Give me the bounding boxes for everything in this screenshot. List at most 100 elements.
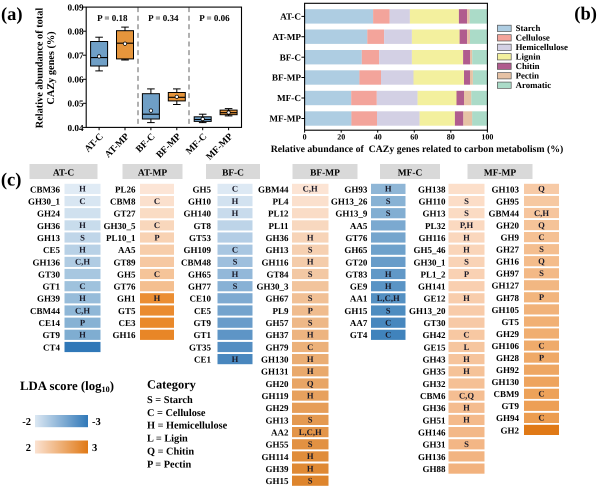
svg-text:40: 40 <box>374 133 382 142</box>
svg-text:S: S <box>308 318 313 328</box>
svg-text:GH24: GH24 <box>37 209 61 219</box>
svg-text:Lignin: Lignin <box>516 52 541 62</box>
svg-text:GH97: GH97 <box>496 269 520 279</box>
svg-text:H: H <box>307 232 314 242</box>
svg-text:C: C <box>154 269 160 279</box>
svg-text:GE15: GE15 <box>423 342 446 352</box>
svg-text:GH13: GH13 <box>265 245 289 255</box>
svg-text:GH28: GH28 <box>496 353 520 363</box>
svg-text:GH5_46: GH5_46 <box>413 245 446 255</box>
svg-text:GH77: GH77 <box>188 282 212 292</box>
svg-text:S: S <box>539 244 544 254</box>
svg-text:GH31: GH31 <box>422 440 446 450</box>
svg-text:GH1: GH1 <box>117 294 136 304</box>
svg-text:CBM9: CBM9 <box>494 389 520 399</box>
svg-text:S: S <box>308 476 313 486</box>
svg-text:PL9: PL9 <box>272 306 289 316</box>
svg-text:GH141: GH141 <box>418 282 446 292</box>
svg-text:CE10: CE10 <box>189 294 211 304</box>
svg-text:GH35: GH35 <box>422 367 446 377</box>
svg-text:S: S <box>539 268 544 278</box>
svg-text:GH130: GH130 <box>261 355 289 365</box>
svg-text:H: H <box>463 354 470 364</box>
svg-text:GT1: GT1 <box>42 282 60 292</box>
svg-text:0: 0 <box>303 133 307 142</box>
svg-text:3: 3 <box>92 443 97 454</box>
svg-text:CBM44: CBM44 <box>30 306 60 316</box>
svg-text:PL10_1: PL10_1 <box>106 233 136 243</box>
svg-text:GH30_1: GH30_1 <box>28 197 61 207</box>
svg-text:GH20: GH20 <box>265 379 289 389</box>
svg-text:GH114: GH114 <box>261 452 289 462</box>
svg-text:AT-C: AT-C <box>82 131 105 154</box>
svg-text:-3: -3 <box>92 417 101 428</box>
svg-text:Q: Q <box>538 184 545 194</box>
svg-text:S: S <box>464 257 469 267</box>
svg-text:AA5: AA5 <box>350 221 368 231</box>
svg-text:AT-MP: AT-MP <box>138 168 167 178</box>
svg-text:AA5: AA5 <box>118 245 136 255</box>
svg-text:P = 0.18: P = 0.18 <box>97 13 128 23</box>
svg-text:C,H: C,H <box>75 305 90 315</box>
svg-text:P,H: P,H <box>460 220 474 230</box>
svg-text:GH37: GH37 <box>265 330 289 340</box>
svg-text:GE12: GE12 <box>423 294 446 304</box>
svg-text:P = 0.34: P = 0.34 <box>148 13 179 23</box>
svg-text:CE1: CE1 <box>194 355 212 365</box>
svg-text:BF-MP: BF-MP <box>310 168 340 178</box>
svg-text:CBM48: CBM48 <box>181 257 211 267</box>
svg-text:GH15: GH15 <box>265 476 289 486</box>
svg-text:C: C <box>154 196 160 206</box>
svg-text:C: C <box>538 389 544 399</box>
svg-text:GH57: GH57 <box>265 318 289 328</box>
svg-text:AT-MP: AT-MP <box>272 32 301 42</box>
svg-text:GT76: GT76 <box>345 233 368 243</box>
svg-text:GH138: GH138 <box>418 184 446 194</box>
svg-text:H: H <box>79 293 86 303</box>
svg-text:AT-C: AT-C <box>280 12 301 22</box>
svg-text:CBM8: CBM8 <box>110 197 136 207</box>
svg-text:GT76: GT76 <box>113 282 136 292</box>
svg-text:0.04: 0.04 <box>68 123 84 133</box>
svg-text:CE3: CE3 <box>118 318 136 328</box>
svg-text:P: P <box>308 305 313 315</box>
svg-text:GT9: GT9 <box>193 318 211 328</box>
svg-text:C,H: C,H <box>303 184 318 194</box>
svg-text:S: S <box>308 293 313 303</box>
svg-text:CE5: CE5 <box>194 306 212 316</box>
svg-text:GH36: GH36 <box>37 221 61 231</box>
svg-text:GH36: GH36 <box>265 233 289 243</box>
svg-text:S: S <box>308 415 313 425</box>
svg-text:GH116: GH116 <box>261 257 289 267</box>
svg-text:C: C <box>385 330 391 340</box>
svg-text:Relative abundance of CAZy ge: Relative abundance of CAZy genes related… <box>271 144 564 155</box>
svg-text:P = 0.06: P = 0.06 <box>199 13 230 23</box>
svg-text:H: H <box>232 269 239 279</box>
svg-text:C: C <box>232 245 238 255</box>
svg-text:GT4: GT4 <box>350 330 368 340</box>
svg-text:P: P <box>154 232 159 242</box>
svg-text:C,H: C,H <box>534 208 549 218</box>
svg-text:H: H <box>463 366 470 376</box>
svg-text:GH29: GH29 <box>265 403 289 413</box>
svg-text:H: H <box>79 220 86 230</box>
svg-text:GT27: GT27 <box>113 209 136 219</box>
svg-text:Category: Category <box>147 377 197 391</box>
svg-text:H: H <box>463 403 470 413</box>
svg-text:GH39: GH39 <box>265 464 289 474</box>
svg-text:0.06: 0.06 <box>68 75 84 85</box>
svg-text:MF-MP: MF-MP <box>269 114 301 124</box>
svg-text:0.05: 0.05 <box>68 99 84 109</box>
svg-text:Relative abundance of total: Relative abundance of total <box>35 8 46 129</box>
svg-text:0.07: 0.07 <box>68 51 84 61</box>
svg-text:GH16: GH16 <box>112 330 136 340</box>
svg-text:L: L <box>464 342 470 352</box>
svg-text:GH13_26: GH13_26 <box>331 197 368 207</box>
svg-text:GBM44: GBM44 <box>258 184 289 194</box>
svg-text:GH39: GH39 <box>37 294 61 304</box>
svg-text:S: S <box>233 281 238 291</box>
svg-text:CE14: CE14 <box>38 318 60 328</box>
svg-text:Q = Chitin: Q = Chitin <box>147 447 194 458</box>
svg-text:GT5: GT5 <box>118 306 136 316</box>
svg-text:GH20: GH20 <box>496 221 520 231</box>
